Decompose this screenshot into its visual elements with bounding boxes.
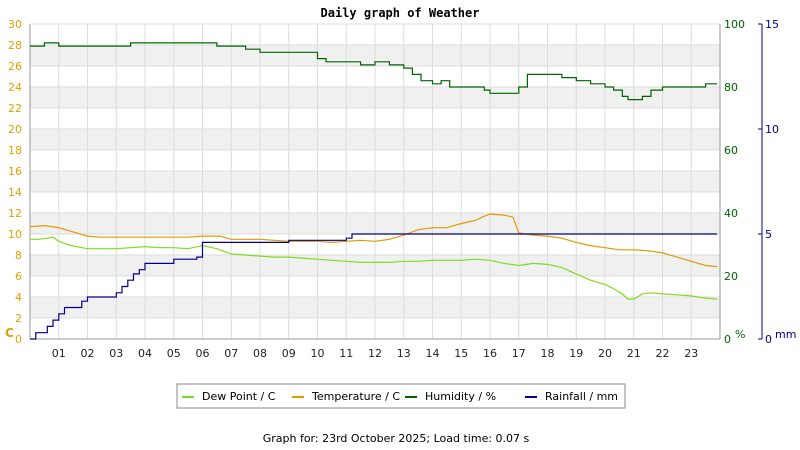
x-tick-label: 05	[167, 347, 181, 360]
ticks-left-label: 20	[8, 123, 22, 136]
rainfall-axis-unit: mm	[775, 328, 796, 341]
x-tick-label: 06	[196, 347, 210, 360]
ticks-right-label: 0	[765, 333, 772, 346]
rainfall-axis-ticks: 0 5 10 15	[758, 18, 779, 346]
x-tick-label: 21	[627, 347, 641, 360]
x-tick-label: 03	[109, 347, 123, 360]
ticks-left-label: 26	[8, 60, 22, 73]
ticks-left-label: 12	[8, 207, 22, 220]
x-tick-label: 04	[138, 347, 152, 360]
legend-item-label: Dew Point / C	[202, 390, 276, 403]
left-axis-unit: C	[5, 326, 14, 340]
chart-title: Daily graph of Weather	[321, 6, 480, 20]
ticks-left-label: 16	[8, 165, 22, 178]
series-lines	[29, 42, 718, 340]
ticks-left-label: 8	[15, 249, 22, 262]
x-tick-label: 02	[81, 347, 95, 360]
x-tick-label: 11	[339, 347, 353, 360]
x-tick-label: 20	[598, 347, 612, 360]
x-tick-label: 22	[656, 347, 670, 360]
x-tick-label: 10	[311, 347, 325, 360]
x-tick-label: 17	[512, 347, 526, 360]
ticks-left-label: 30	[8, 18, 22, 31]
x-tick-label: 15	[454, 347, 468, 360]
x-axis-ticks: 01 02 03 04 05 06 07 08 09 10 11 12 13 14 15 16 17 18 19 20…	[52, 347, 699, 360]
x-tick-label: 16	[483, 347, 497, 360]
series-line-rainfall	[30, 233, 718, 340]
x-tick-label: 01	[52, 347, 66, 360]
ticks-left-label: 10	[8, 228, 22, 241]
axis-lines	[29, 24, 763, 340]
legend: Dew Point / C Temperature / C Humidity / %…	[176, 383, 626, 409]
x-tick-label: 08	[253, 347, 267, 360]
series-line-temperature	[29, 213, 718, 268]
ticks-mid-label: 60	[724, 144, 738, 157]
series-line-humidity	[30, 42, 718, 101]
x-tick-label: 09	[282, 347, 296, 360]
legend-item-label: Temperature / C	[311, 390, 400, 403]
footer-text: Graph for: 23rd October 2025; Load time:…	[263, 432, 530, 445]
ticks-left-label: 24	[8, 81, 22, 94]
x-tick-label: 18	[541, 347, 555, 360]
x-tick-label: 23	[684, 347, 698, 360]
ticks-left-label: 4	[15, 291, 22, 304]
ticks-left-label: 6	[15, 270, 22, 283]
ticks-left-label: 28	[8, 39, 22, 52]
ticks-mid-label: 100	[724, 18, 745, 31]
ticks-right-label: 10	[765, 123, 779, 136]
x-tick-label: 14	[426, 347, 440, 360]
humidity-axis-unit: %	[735, 328, 745, 341]
humidity-axis-ticks: 0 20 40 60 80 100	[724, 18, 745, 346]
x-tick-label: 19	[569, 347, 583, 360]
x-tick-label: 12	[368, 347, 382, 360]
ticks-right-label: 5	[765, 228, 772, 241]
ticks-left-label: 0	[15, 333, 22, 346]
x-tick-label: 13	[397, 347, 411, 360]
series-line-dew	[30, 236, 718, 300]
ticks-left-label: 22	[8, 102, 22, 115]
ticks-mid-label: 40	[724, 207, 738, 220]
legend-box	[176, 383, 626, 409]
legend-item-label: Rainfall / mm	[545, 390, 618, 403]
grid-lines	[30, 23, 720, 340]
ticks-left-label: 2	[15, 312, 22, 325]
legend-item-label: Humidity / %	[425, 390, 496, 403]
ticks-right-label: 15	[765, 18, 779, 31]
ticks-left-label: 14	[8, 186, 22, 199]
ticks-mid-label: 20	[724, 270, 738, 283]
x-tick-label: 07	[224, 347, 238, 360]
ticks-mid-label: 0	[724, 333, 731, 346]
ticks-mid-label: 80	[724, 81, 738, 94]
ticks-left-label: 18	[8, 144, 22, 157]
